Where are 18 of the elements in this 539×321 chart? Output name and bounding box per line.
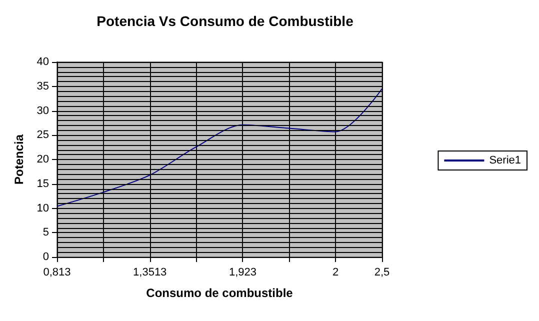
x-tick-label: 1,3513	[133, 266, 167, 278]
y-tick-label: 25	[36, 129, 49, 142]
x-axis-title: Consumo de combustible	[146, 286, 294, 300]
x-tick-label: 2	[332, 266, 339, 278]
x-tick-label: 1,923	[228, 266, 256, 278]
y-tick-label: 20	[36, 154, 49, 166]
x-tick-label: 2,5	[374, 266, 390, 278]
y-tick-label: 30	[36, 104, 49, 117]
x-tick-label: 0,813	[43, 266, 71, 278]
chart-title: Potencia Vs Consumo de Combustible	[96, 13, 354, 29]
legend-label: Serie1	[489, 154, 521, 166]
y-tick-label: 5	[42, 226, 49, 239]
y-tick-label: 0	[42, 251, 49, 263]
y-tick-label: 40	[36, 56, 49, 68]
y-axis-title: Potencia	[12, 134, 26, 185]
y-tick-label: 10	[36, 202, 49, 214]
y-tick-label: 35	[36, 80, 49, 92]
y-tick-label: 15	[36, 178, 49, 190]
